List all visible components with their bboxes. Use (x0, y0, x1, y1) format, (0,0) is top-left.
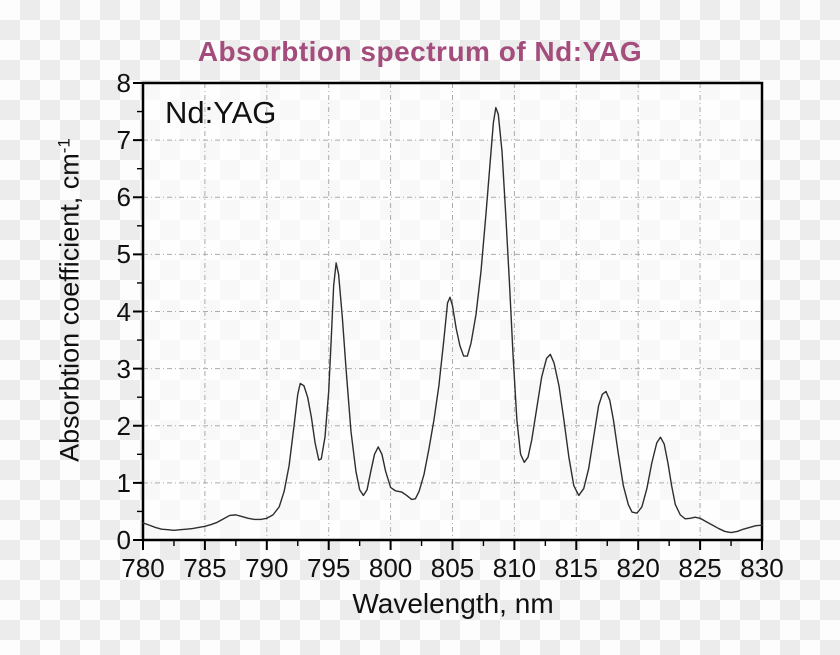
y-tick-label-7: 7 (116, 125, 131, 156)
y-tick-label-5: 5 (116, 239, 131, 270)
x-tick-label-795: 795 (306, 553, 351, 583)
sample-label: Nd:YAG (165, 95, 277, 130)
y-axis-title-superscript: -1 (54, 138, 74, 154)
x-axis-title: Wavelength, nm (352, 588, 554, 619)
x-tick-label-830: 830 (740, 553, 784, 583)
x-tick-label-785: 785 (183, 553, 227, 583)
x-tick-label-810: 810 (492, 553, 537, 583)
x-tick-label-815: 815 (554, 553, 598, 583)
y-axis-title: Absorbtion coefficient, cm-1 (55, 138, 86, 462)
spectrum-plot (133, 81, 764, 550)
y-tick-label-2: 2 (116, 410, 131, 441)
plot-area: Nd:YAG (133, 81, 764, 550)
y-tick-label-4: 4 (116, 296, 131, 327)
y-tick-label-1: 1 (116, 467, 131, 498)
x-tick-label-820: 820 (616, 553, 660, 583)
y-tick-label-6: 6 (116, 182, 131, 213)
y-tick-label-0: 0 (116, 525, 131, 555)
x-tick-label-800: 800 (368, 553, 413, 583)
x-tick-label-805: 805 (430, 553, 475, 583)
y-tick-label-3: 3 (116, 353, 131, 384)
x-tick-label-825: 825 (678, 553, 722, 583)
absorption-curve (142, 106, 763, 534)
axes-border (141, 81, 764, 542)
chart-title: Absorbtion spectrum of Nd:YAG (197, 36, 643, 67)
y-tick-label-8: 8 (116, 68, 131, 98)
y-axis-title-text: Absorbtion coefficient, cm (54, 153, 85, 462)
x-tick-label-790: 790 (245, 553, 289, 583)
x-tick-label-780: 780 (121, 553, 165, 583)
